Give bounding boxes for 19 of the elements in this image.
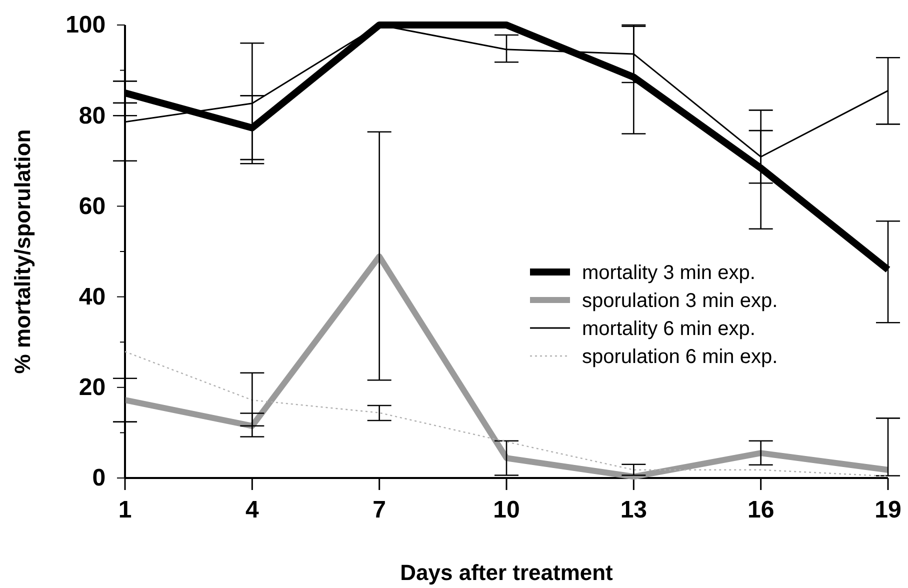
legend-label: sporulation 6 min exp. [582,346,778,368]
x-axis-title: Days after treatment [400,560,614,585]
x-tick-label: 1 [118,496,132,524]
y-tick-label: 80 [78,102,106,130]
legend-label: mortality 3 min exp. [582,262,756,284]
legend-label: mortality 6 min exp. [582,318,756,340]
y-tick-label: 60 [78,192,106,220]
x-tick-label: 7 [372,496,386,524]
y-tick-label: 20 [78,374,106,402]
x-tick-label: 10 [493,496,520,524]
x-tick-label: 4 [245,496,260,524]
x-tick-label: 19 [874,496,902,524]
y-tick-label: 40 [78,283,106,310]
x-tick-label: 13 [620,496,648,524]
y-tick-label: 0 [92,464,106,492]
x-tick-label: 16 [747,496,774,524]
y-tick-label: 100 [66,12,106,39]
y-axis-title: % mortality/sporulation [10,129,35,374]
legend-label: sporulation 3 min exp. [582,290,778,312]
